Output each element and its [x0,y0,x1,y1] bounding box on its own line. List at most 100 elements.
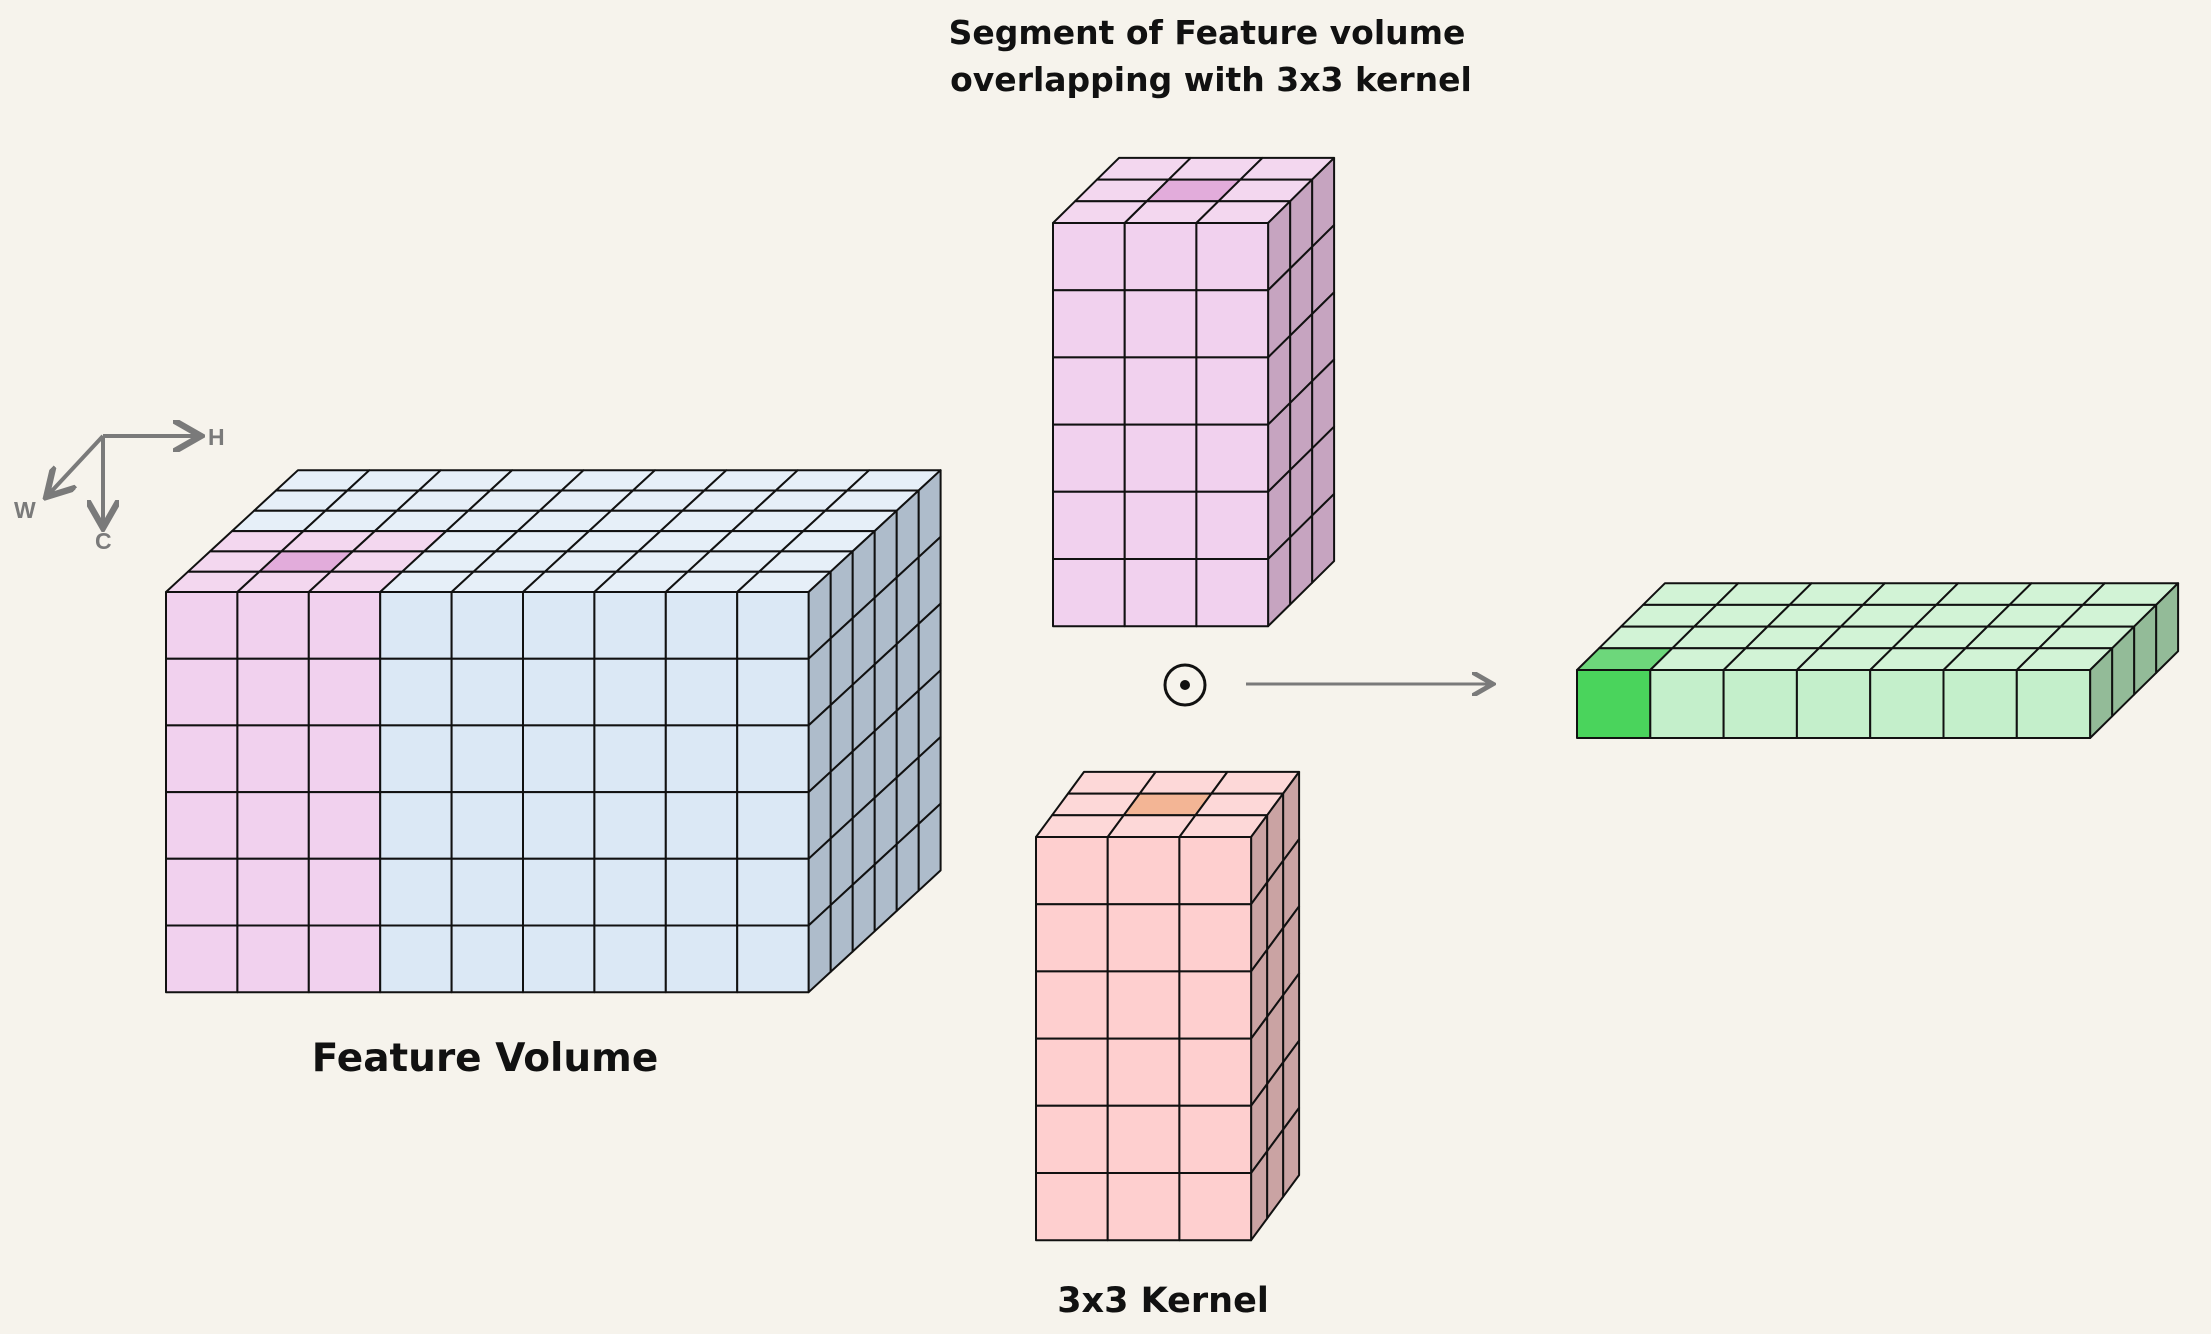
front-cell [236,591,310,660]
front-cell [236,724,310,794]
front-cell [1052,558,1126,628]
kernel-label: 3x3 Kernel [1057,1281,1269,1321]
front-cell [1035,1104,1109,1174]
front-cell [165,857,239,927]
front-cell [522,791,596,860]
front-cell [664,591,739,660]
front-cell [307,591,382,660]
front-cell [450,724,524,794]
front-cell [450,657,524,727]
front-cell [450,591,524,660]
front-cell [1942,669,2018,739]
front-cell [736,591,810,660]
front-cell [379,724,453,794]
front-cell [522,857,596,927]
front-cell [1106,1104,1181,1174]
front-cell [379,791,453,860]
front-cell [1106,970,1181,1040]
front-cell [736,657,810,727]
output-block [1576,582,2180,739]
kernel-block [1035,770,1301,1242]
front-cell [1178,903,1253,973]
elementwise-product-icon [1163,663,1207,707]
front-cell [664,657,739,727]
front-cell [593,857,667,927]
axis-indicator: H W C [14,424,225,554]
front-cell [593,791,667,860]
front-cell [1195,222,1270,292]
front-cell [736,924,810,994]
front-cell [450,791,524,860]
feature-volume-block [165,469,942,994]
front-cell [664,924,739,994]
front-cell [450,924,524,994]
front-cell [736,724,810,794]
h-axis-label: H [208,424,225,450]
front-cell [2015,669,2092,739]
front-cell [1035,1172,1109,1242]
front-cell [1195,356,1270,426]
front-cell [1178,970,1253,1040]
front-cell [664,857,739,927]
feature-volume-label: Feature Volume [312,1036,659,1081]
front-cell [1178,1037,1253,1107]
front-cell [1106,1037,1181,1107]
front-cell [1178,836,1253,906]
front-cell [165,724,239,794]
front-cell [165,791,239,860]
front-cell [1178,1104,1253,1174]
front-cell [165,924,239,994]
front-cell [236,857,310,927]
front-cell [664,724,739,794]
front-cell [522,657,596,727]
front-cell [522,724,596,794]
front-cell [593,591,667,660]
front-cell [1035,970,1109,1040]
front-cell [379,924,453,994]
front-cell [1195,558,1270,628]
front-cell [1722,669,1798,739]
front-cell [1035,836,1109,906]
front-cell [1195,423,1270,493]
front-cell [1123,558,1198,628]
front-cell [593,724,667,794]
front-cell [593,924,667,994]
front-cell [307,657,382,727]
front-cell [1123,490,1198,560]
front-cell [379,657,453,727]
diagram-title-line2: overlapping with 3x3 kernel [950,60,1472,99]
front-cell [1052,289,1126,359]
front-cell [1576,669,1652,739]
front-cell [522,924,596,994]
front-cell [1195,490,1270,560]
front-cell [664,791,739,860]
front-cell [1035,1037,1109,1107]
front-cell [1795,669,1872,739]
front-cell [1195,289,1270,359]
front-cell [1106,1172,1181,1242]
front-cell [1052,490,1126,560]
front-cell [307,857,382,927]
front-cell [1123,289,1198,359]
front-cell [1178,1172,1253,1242]
front-cell [165,591,239,660]
front-cell [1052,423,1126,493]
front-cell [1106,903,1181,973]
front-cell [1123,356,1198,426]
front-cell [1035,903,1109,973]
front-cell [522,591,596,660]
front-cell [1106,836,1181,906]
w-axis-arrow [49,434,105,494]
overlap-segment-block [1052,156,1336,628]
front-cell [236,657,310,727]
front-cell [1649,669,1725,739]
front-cell [307,924,382,994]
front-cell [165,657,239,727]
front-cell [736,857,810,927]
front-cell [307,724,382,794]
front-cell [736,791,810,860]
diagram-title-line1: Segment of Feature volume [949,13,1466,52]
front-cell [379,591,453,660]
front-cell [1123,222,1198,292]
